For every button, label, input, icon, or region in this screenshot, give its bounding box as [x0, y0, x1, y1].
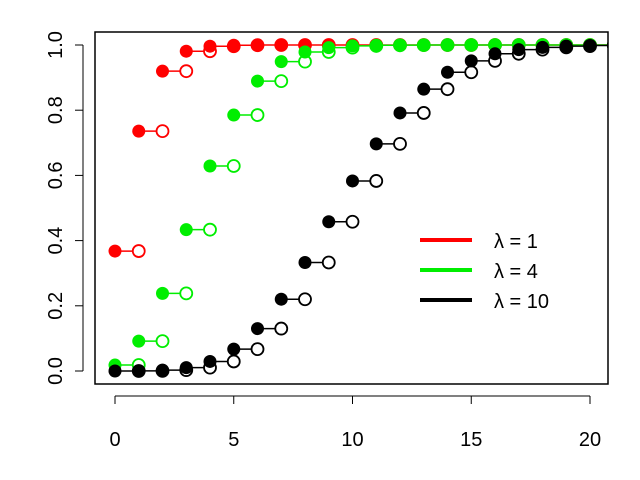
open-point	[321, 255, 336, 270]
filled-point	[559, 39, 573, 53]
filled-point	[203, 39, 217, 53]
filled-point	[227, 38, 241, 52]
open-point	[155, 124, 170, 139]
x-tick-label: 10	[341, 429, 363, 451]
filled-point	[251, 38, 264, 52]
filled-point	[417, 38, 431, 52]
series-1	[108, 38, 608, 372]
legend-label: λ = 1	[494, 231, 538, 253]
filled-point	[322, 215, 336, 229]
filled-point	[274, 38, 288, 52]
filled-point	[322, 41, 336, 55]
plot-frame	[94, 31, 609, 385]
x-tick-label: 0	[109, 429, 120, 451]
y-tick-label: 0.6	[45, 161, 67, 189]
legend-label: λ = 4	[494, 261, 538, 283]
filled-point	[156, 286, 169, 300]
filled-point	[346, 39, 359, 53]
open-point	[226, 159, 241, 173]
filled-point	[488, 47, 502, 61]
filled-point	[441, 65, 454, 79]
open-point	[155, 334, 170, 349]
open-point	[203, 222, 217, 237]
x-tick-label: 20	[579, 429, 601, 451]
filled-point	[132, 364, 146, 378]
filled-point	[203, 159, 217, 173]
open-point	[250, 108, 265, 122]
y-tick-label: 0.0	[45, 357, 67, 385]
filled-point	[346, 174, 359, 188]
open-point	[369, 174, 384, 188]
plot-marks	[108, 38, 608, 378]
filled-point	[251, 322, 264, 336]
open-point	[440, 82, 455, 97]
filled-point	[512, 43, 526, 57]
filled-point	[298, 256, 312, 270]
filled-point	[179, 361, 193, 375]
filled-point	[393, 106, 407, 120]
filled-point	[417, 82, 431, 96]
open-point	[345, 214, 360, 229]
filled-point	[464, 38, 478, 52]
filled-point	[203, 354, 217, 368]
x-tick-label: 5	[228, 429, 239, 451]
filled-point	[132, 124, 146, 138]
open-point	[416, 106, 431, 120]
filled-point	[179, 223, 193, 237]
y-tick-label: 1.0	[45, 31, 67, 59]
filled-point	[108, 364, 122, 378]
open-point	[226, 354, 241, 369]
y-tick-label: 0.2	[45, 292, 67, 320]
filled-point	[179, 44, 193, 58]
filled-point	[536, 40, 549, 54]
series-2	[108, 39, 608, 378]
filled-point	[298, 45, 312, 59]
filled-point	[227, 342, 241, 356]
filled-point	[156, 363, 169, 377]
filled-point	[132, 334, 146, 348]
y-tick-label: 0.4	[45, 227, 67, 255]
legend-label: λ = 10	[494, 291, 549, 313]
open-point	[179, 64, 194, 79]
open-point	[131, 244, 146, 258]
open-point	[274, 74, 289, 88]
filled-point	[583, 39, 597, 53]
open-point	[393, 136, 407, 151]
filled-point	[441, 38, 454, 52]
filled-point	[274, 292, 288, 306]
x-tick-label: 15	[460, 429, 482, 451]
filled-point	[369, 38, 383, 52]
open-point	[179, 286, 194, 301]
filled-point	[274, 55, 288, 69]
filled-point	[156, 64, 169, 78]
legend: λ = 1 λ = 4 λ = 10	[420, 231, 549, 313]
y-axis: 0.0 0.2 0.4 0.6 0.8 1.0	[45, 31, 84, 385]
open-point	[298, 292, 312, 307]
filled-point	[227, 108, 241, 122]
open-point	[464, 65, 479, 80]
x-axis: 0 5 10 15 20	[109, 395, 601, 451]
y-tick-label: 0.8	[45, 96, 67, 124]
open-point	[606, 41, 608, 49]
filled-point	[369, 137, 383, 151]
open-point	[274, 321, 289, 336]
filled-point	[464, 54, 478, 68]
open-point	[250, 342, 265, 357]
filled-point	[251, 74, 264, 88]
filled-point	[393, 38, 407, 52]
open-point	[606, 41, 608, 49]
filled-point	[108, 244, 122, 258]
open-point	[606, 41, 608, 50]
